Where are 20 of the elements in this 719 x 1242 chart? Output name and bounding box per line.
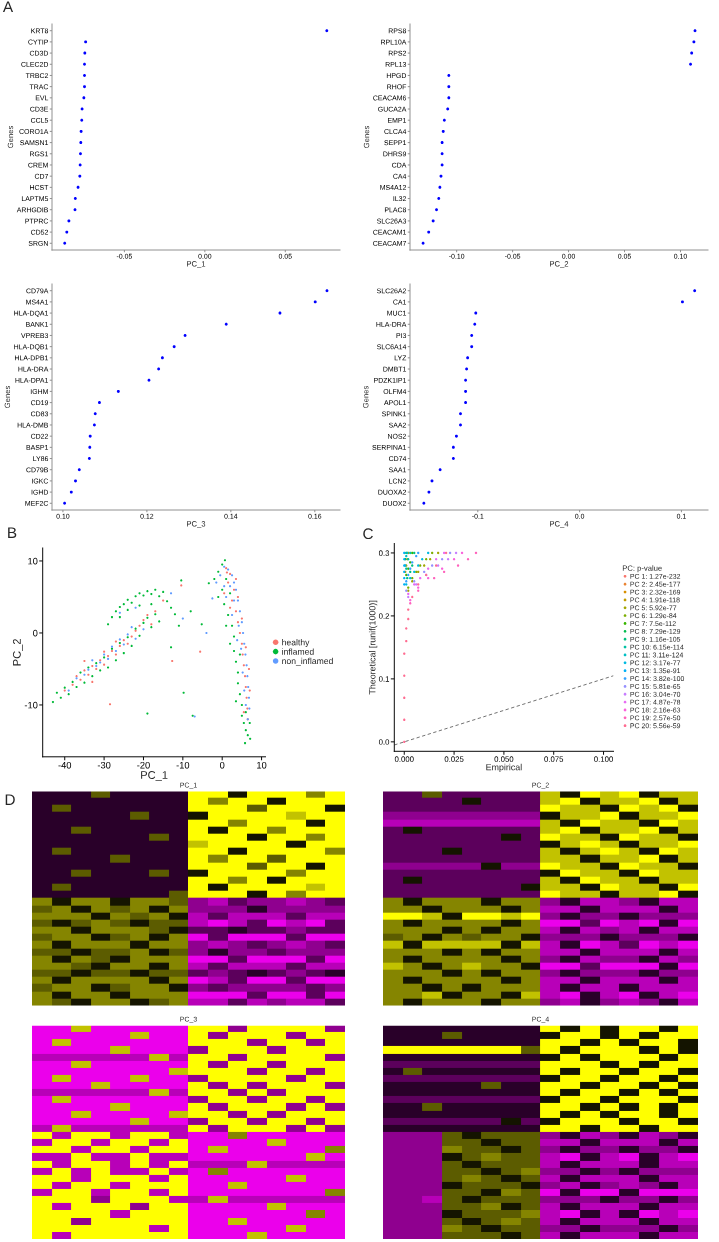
text: B [8, 527, 17, 538]
x-tick-label: -30 [97, 761, 111, 769]
legend-label: non_inflamed [282, 657, 333, 666]
y-axis-title: Theoretical [runif(1000)] [368, 600, 378, 695]
text: A [2, 1, 14, 12]
text: D [5, 794, 15, 805]
y-tick-label: -10 [24, 701, 38, 709]
x-tick-label: 10 [257, 761, 267, 769]
y-tick-label: 0 [33, 629, 38, 637]
x-tick-label: -10 [176, 761, 190, 769]
x-tick-label: -40 [58, 761, 72, 769]
legend-label: healthy [282, 639, 310, 648]
text: C [363, 528, 373, 540]
x-tick-label: -20 [137, 761, 150, 769]
x-tick-label: 0 [219, 761, 225, 769]
y-axis-title: PC_2 [12, 639, 23, 666]
x-axis-title: Empirical [486, 763, 522, 773]
x-axis-title: PC_1 [141, 771, 168, 782]
y-tick-label: 10 [28, 557, 38, 565]
legend-label: inflamed [282, 648, 314, 655]
